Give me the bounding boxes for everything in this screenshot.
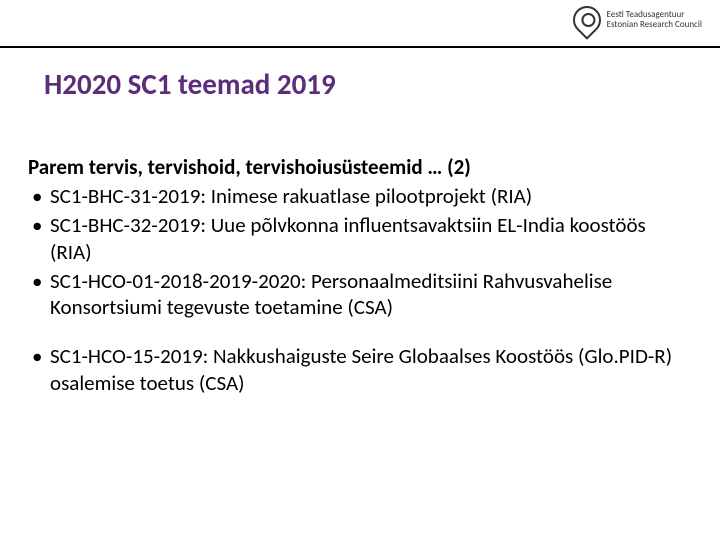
logo-line2: Estonian Research Council [607,20,702,30]
org-logo: Eesti Teadusagentuur Estonian Research C… [573,6,702,34]
content-subtitle: Parem tervis, tervishoid, tervishoiusüst… [28,154,692,181]
logo-text: Eesti Teadusagentuur Estonian Research C… [607,10,702,30]
slide-content: Parem tervis, tervishoid, tervishoiusüst… [0,102,720,397]
slide-title: H2020 SC1 teemad 2019 [0,48,720,102]
bullet-item: SC1-HCO-01-2018-2019-2020: Personaalmedi… [28,268,692,322]
group-gap [28,323,692,343]
logo-mark-icon [567,0,607,40]
bullet-item: SC1-BHC-32-2019: Uue põlvkonna influents… [28,212,692,266]
slide-page: Eesti Teadusagentuur Estonian Research C… [0,0,720,540]
bullet-item: SC1-BHC-31-2019: Inimese rakuatlase pilo… [28,183,692,210]
bullet-group-1: SC1-BHC-31-2019: Inimese rakuatlase pilo… [28,183,692,321]
bullet-group-2: SC1-HCO-15-2019: Nakkushaiguste Seire Gl… [28,343,692,397]
header-bar: Eesti Teadusagentuur Estonian Research C… [0,0,720,48]
bullet-item: SC1-HCO-15-2019: Nakkushaiguste Seire Gl… [28,343,692,397]
